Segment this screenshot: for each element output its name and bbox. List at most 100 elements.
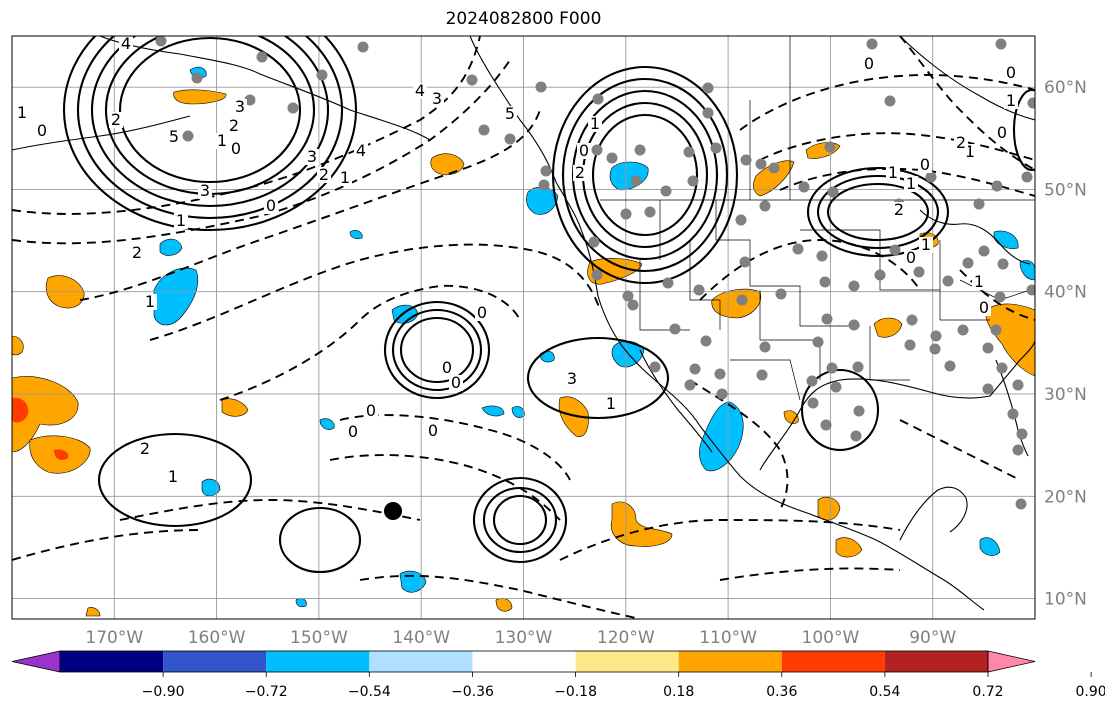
coastlines [12, 36, 1035, 611]
contour-label-bg [35, 123, 49, 139]
lat-tick-label: 40°N [1044, 283, 1087, 303]
colorbar-box [60, 651, 164, 672]
contour-label: 1 [145, 292, 155, 311]
contour-label: 0 [37, 121, 47, 140]
lon-tick-label: 130°W [495, 628, 553, 648]
coastline-alaska [99, 36, 431, 141]
contour-label: 0 [864, 54, 874, 73]
fill-orange [783, 410, 799, 424]
contour-label: 5 [505, 104, 515, 123]
contour-dashed [759, 132, 1035, 161]
contour-label: 0 [266, 196, 276, 215]
station-dot [591, 144, 603, 156]
station-dot [710, 142, 722, 154]
colorbar-box [163, 651, 267, 672]
fill-blue [201, 478, 221, 497]
colorbar-box [575, 651, 679, 672]
station-dot [588, 236, 600, 248]
contour-dashed [119, 499, 421, 521]
contour-label: 0 [231, 139, 241, 158]
contour-label: 3 [307, 147, 317, 166]
contour-label: 1 [217, 131, 227, 150]
colorbar-extend-min [11, 650, 61, 673]
contour-label-bg [588, 116, 602, 132]
station-dot [982, 342, 994, 354]
station-dot [256, 51, 268, 63]
contour-label-bg [130, 245, 144, 261]
colorbar-label: 0.72 [972, 684, 1003, 700]
contour-solid [90, 36, 330, 208]
contour-label: 0 [451, 373, 461, 392]
contour-label-bg [892, 202, 906, 218]
station-dot [990, 324, 1002, 336]
station-dot [662, 277, 674, 289]
contour-label-bg [233, 99, 247, 115]
contour-dashed [959, 269, 1035, 321]
contour-label: 2 [956, 133, 966, 152]
colorbar-label: −0.36 [451, 684, 494, 700]
station-dot [853, 405, 865, 417]
contour-dashed [12, 529, 201, 561]
station-dot [1015, 498, 1027, 510]
station-dot [620, 208, 632, 220]
station-dot [850, 430, 862, 442]
coastline-aleutians [12, 115, 191, 151]
contour-label: 3 [567, 369, 577, 388]
lon-tick-label: 160°W [188, 628, 246, 648]
contour-label-bg [1004, 65, 1018, 81]
contour-dashed [219, 284, 521, 401]
station-dot [848, 319, 860, 331]
station-dot [852, 361, 864, 373]
station-dot [819, 276, 831, 288]
station-dot [997, 258, 1009, 270]
contour-label: 1 [921, 235, 931, 254]
contour-solid [399, 316, 475, 384]
station-dot [827, 186, 839, 198]
colorbar-box [472, 651, 576, 672]
contour-label-bg [604, 396, 618, 412]
station-dot [978, 245, 990, 257]
contour-label-bg [215, 133, 229, 149]
station-dot [540, 165, 552, 177]
contour-label: 3 [432, 89, 442, 108]
colorbar-label: 0.90 [1076, 684, 1105, 700]
station-dot [740, 154, 752, 166]
colorbar-box [884, 651, 988, 672]
fill-blue [319, 418, 335, 430]
station-dot [775, 288, 787, 300]
station-dot [957, 324, 969, 336]
contour-dashed [899, 36, 1035, 171]
map-title: 2024082800 F000 [445, 9, 602, 29]
station-dot [1027, 97, 1035, 109]
colorbar-box [369, 651, 473, 672]
station-dot [755, 158, 767, 170]
contour-solid [591, 113, 699, 237]
coastline-west-coast [469, 36, 985, 611]
coastline-yucatan [899, 486, 968, 541]
lon-tick-label: 100°W [802, 628, 860, 648]
colorbar-label: 0.54 [869, 684, 900, 700]
contour-solid [492, 494, 548, 546]
fill-orange [12, 335, 24, 356]
station-dot [944, 360, 956, 372]
contour-label-bg [109, 112, 123, 128]
contour-dashed [79, 109, 541, 301]
contour-label-bg [577, 143, 591, 159]
coastline-gulf [759, 339, 1035, 471]
contour-label: 1 [974, 272, 984, 291]
contour-label-bg [174, 213, 188, 229]
station-dot [634, 144, 646, 156]
longitude-tick-labels: 170°W 160°W 150°W 140°W 130°W 120°W 110°W 100°W… [85, 628, 956, 648]
colorbar-label: 0.36 [766, 684, 797, 700]
station-dot [991, 180, 1003, 192]
contour-label-bg [954, 135, 968, 151]
contour-dashed [699, 239, 921, 301]
contour-label: 0 [477, 303, 487, 322]
station-dot [689, 363, 701, 375]
contour-dashed [739, 74, 1035, 131]
contour-label-bg [565, 371, 579, 387]
contour-label: 0 [979, 298, 989, 317]
fill-orange [430, 153, 465, 176]
contour-label: 1 [965, 142, 975, 161]
contour-label-bg [1004, 93, 1018, 109]
